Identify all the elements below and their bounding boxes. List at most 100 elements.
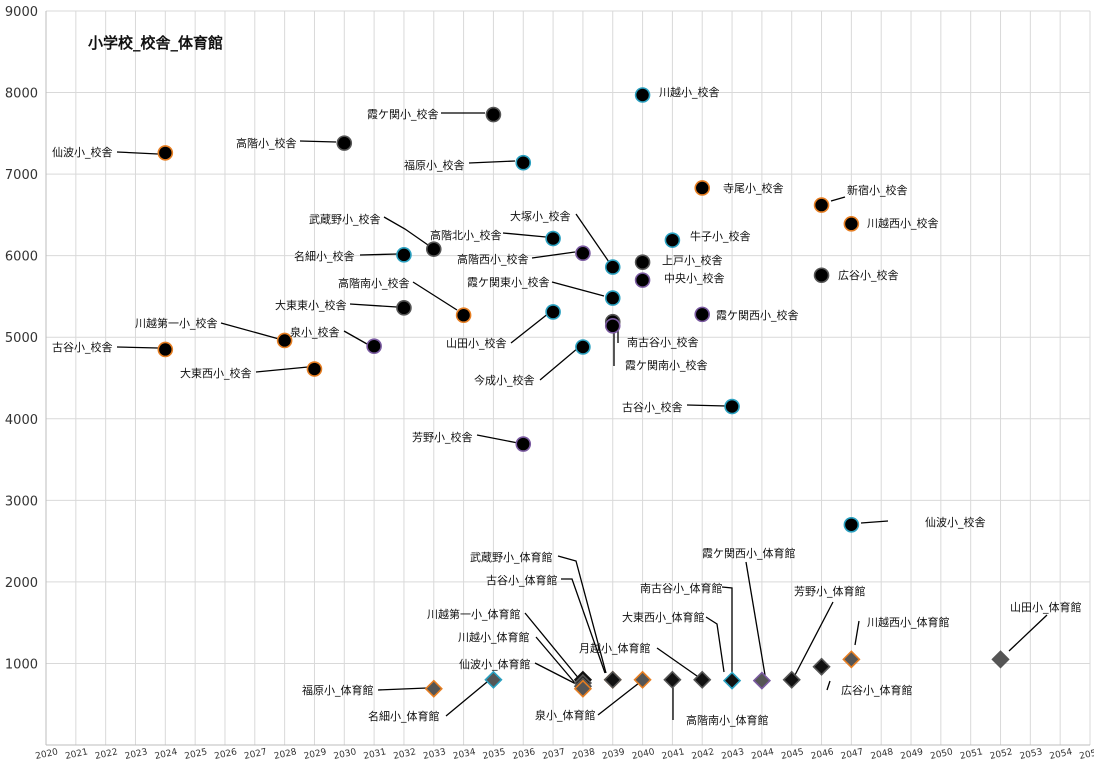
data-label: 福原小_校舎 xyxy=(404,158,465,172)
x-tick-label: 2030 xyxy=(333,747,358,762)
leader-line xyxy=(343,330,368,345)
leader-line xyxy=(255,366,309,373)
gym-point xyxy=(752,671,772,690)
data-label: 高階北小_校舎 xyxy=(430,228,502,242)
data-label: 霞ケ関南小_校舎 xyxy=(625,358,708,372)
x-tick-label: 2055 xyxy=(1079,747,1094,762)
data-label: 高階西小_校舎 xyxy=(457,252,529,266)
schoolhouse-point xyxy=(843,516,860,533)
gym-point xyxy=(484,670,503,689)
leader-line xyxy=(539,347,579,381)
leader-line xyxy=(535,636,576,684)
gym-point xyxy=(991,650,1010,669)
x-tick-label: 2037 xyxy=(542,747,566,762)
y-tick-label: 9000 xyxy=(5,5,38,20)
schoolhouse-point xyxy=(604,290,621,306)
leader-line xyxy=(377,687,428,691)
data-label: 広谷小_校舎 xyxy=(838,268,899,282)
leader-line xyxy=(524,612,581,681)
data-label: 武蔵野小_校舎 xyxy=(309,212,381,226)
data-label: 福原小_体育館 xyxy=(302,683,374,697)
schoolhouse-point xyxy=(604,318,621,334)
data-label: 霞ケ関東小_校舎 xyxy=(467,275,550,289)
y-tick-label: 5000 xyxy=(5,331,38,346)
leader-line xyxy=(551,281,605,297)
schoolhouse-point xyxy=(724,398,740,415)
schoolhouse-point xyxy=(276,332,293,349)
leader-line xyxy=(534,662,579,686)
data-label: 大東西小_体育館 xyxy=(622,610,705,624)
gym-point xyxy=(663,670,682,689)
leader-line xyxy=(575,213,610,263)
data-label: 山田小_校舎 xyxy=(446,336,507,350)
leader-line xyxy=(854,620,860,646)
data-label: 高階南小_校舎 xyxy=(338,276,410,290)
y-tick-label: 8000 xyxy=(5,87,38,102)
schoolhouse-point xyxy=(306,361,323,377)
leader-lines xyxy=(116,112,1048,720)
data-label: 霞ケ関小_校舎 xyxy=(367,107,439,121)
x-tick-label: 2038 xyxy=(571,747,596,762)
x-tick-label: 2049 xyxy=(900,747,925,762)
leader-line xyxy=(830,196,846,202)
schoolhouse-point xyxy=(336,135,353,151)
x-tick-label: 2053 xyxy=(1019,747,1043,762)
data-label: 大東西小_校舎 xyxy=(180,366,252,380)
schoolhouse-point xyxy=(664,232,681,248)
leader-line xyxy=(383,216,429,246)
schoolhouse-point xyxy=(634,87,651,103)
schoolhouse-point xyxy=(545,304,561,320)
x-tick-label: 2042 xyxy=(691,747,715,762)
x-tick-label: 2052 xyxy=(989,747,1013,762)
gym-point xyxy=(633,670,652,689)
x-tick-label: 2040 xyxy=(631,747,656,762)
x-tick-label: 2034 xyxy=(452,747,477,762)
data-label: 川越西小_校舎 xyxy=(867,216,939,230)
leader-line xyxy=(531,251,576,259)
data-label: 霞ケ関西小_体育館 xyxy=(702,546,796,560)
data-label: 川越第一小_校舎 xyxy=(135,316,218,330)
data-markers xyxy=(157,87,1010,698)
x-tick-label: 2026 xyxy=(214,747,239,762)
schoolhouse-point xyxy=(575,245,591,262)
data-label: 名細小_校舎 xyxy=(294,249,355,263)
x-tick-label: 2047 xyxy=(840,747,864,762)
schoolhouse-point xyxy=(813,267,830,284)
gym-point xyxy=(722,671,742,690)
data-label: 寺尾小_校舎 xyxy=(723,181,784,195)
x-tick-label: 2041 xyxy=(661,747,685,762)
data-label: 泉小_体育館 xyxy=(535,708,596,722)
schoolhouse-point xyxy=(515,436,532,452)
schoolhouse-point xyxy=(396,300,412,316)
schoolhouse-point xyxy=(515,154,532,171)
schoolhouse-point xyxy=(694,306,711,323)
x-tick-label: 2044 xyxy=(750,747,775,762)
data-label: 月越小_体育館 xyxy=(579,641,651,655)
x-tick-label: 2048 xyxy=(870,747,895,762)
data-label: 古谷小_体育館 xyxy=(486,573,558,587)
leader-line xyxy=(510,312,550,344)
leader-line xyxy=(349,303,398,308)
y-tick-label: 3000 xyxy=(5,494,38,509)
leader-line xyxy=(656,647,698,677)
x-tick-label: 2045 xyxy=(780,747,804,762)
x-tick-label: 2054 xyxy=(1049,747,1074,762)
schoolhouse-point xyxy=(157,341,174,358)
gym-point xyxy=(603,670,622,689)
gym-point xyxy=(812,657,831,676)
x-tick-label: 2043 xyxy=(721,747,745,762)
x-tick-label: 2035 xyxy=(482,747,506,762)
schoolhouse-point xyxy=(634,272,651,288)
data-label: 牛子小_校舎 xyxy=(690,229,751,243)
data-label: 大東東小_校舎 xyxy=(275,298,347,312)
x-tick-label: 2051 xyxy=(959,747,983,762)
schoolhouse-point xyxy=(485,106,502,123)
data-label: 南古谷小_校舎 xyxy=(627,335,699,349)
leader-line xyxy=(826,680,831,691)
leader-line xyxy=(299,140,337,143)
data-label: 名細小_体育館 xyxy=(368,709,440,723)
x-tick-label: 2022 xyxy=(94,747,118,762)
schoolhouse-point xyxy=(813,197,830,213)
schoolhouse-point xyxy=(575,339,591,355)
